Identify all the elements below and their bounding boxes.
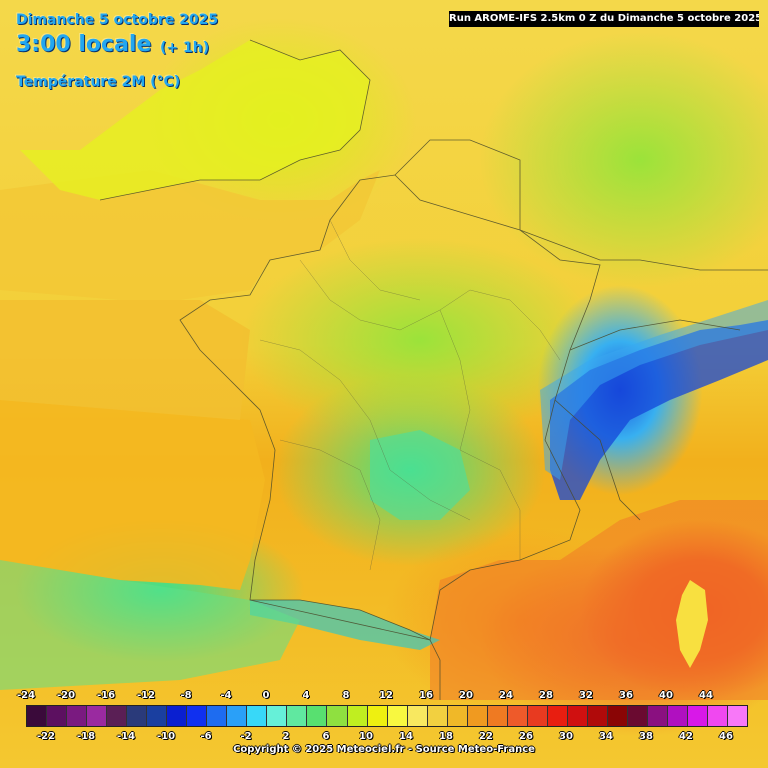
legend-swatch [427, 706, 448, 726]
legend-tick-bottom: 10 [359, 731, 373, 742]
legend-swatch [728, 706, 748, 726]
legend-swatch [67, 706, 88, 726]
legend-tick-top: -12 [136, 690, 156, 701]
legend-swatch [567, 706, 588, 726]
legend-tick-bottom: 6 [322, 731, 330, 742]
legend-tick-top: 32 [579, 690, 593, 701]
legend-tick-bottom: -18 [76, 731, 96, 742]
legend-swatch [207, 706, 228, 726]
legend-tick-bottom: 30 [559, 731, 573, 742]
legend-swatch [547, 706, 568, 726]
legend-tick-bottom: 2 [282, 731, 290, 742]
variable-label: Température 2M (°C) [16, 74, 181, 90]
legend-tick-top: -8 [180, 690, 192, 701]
legend-tick-bottom: 22 [479, 731, 493, 742]
legend-tick-top: -20 [56, 690, 76, 701]
legend-swatch [167, 706, 188, 726]
legend-swatch [87, 706, 108, 726]
mediterranean [430, 500, 768, 700]
legend-tick-bottom: 34 [599, 731, 613, 742]
regions [259, 219, 561, 571]
legend-tick-bottom: 42 [679, 731, 693, 742]
forecast-time: 3:00 locale [16, 32, 152, 57]
legend-swatch [668, 706, 689, 726]
legend-color-bar [26, 705, 748, 727]
legend-tick-bottom: 38 [639, 731, 653, 742]
legend-swatch [327, 706, 348, 726]
legend-swatch [688, 706, 709, 726]
legend-swatch [647, 706, 668, 726]
legend-swatch [127, 706, 148, 726]
legend-swatch [467, 706, 488, 726]
legend-tick-bottom: 26 [519, 731, 533, 742]
legend-swatch [147, 706, 168, 726]
legend-swatch [307, 706, 328, 726]
legend-swatch [527, 706, 548, 726]
legend-swatch [487, 706, 508, 726]
atlantic-west [0, 300, 250, 420]
legend-swatch [187, 706, 208, 726]
legend-swatch [387, 706, 408, 726]
legend-tick-top: 8 [342, 690, 350, 701]
legend-swatch [227, 706, 248, 726]
borders [99, 39, 768, 700]
legend-swatch [407, 706, 428, 726]
legend-tick-top: -4 [220, 690, 232, 701]
legend-tick-top: 44 [699, 690, 713, 701]
legend-tick-top: 12 [379, 690, 393, 701]
legend-swatch [367, 706, 388, 726]
legend-tick-top: -24 [16, 690, 36, 701]
legend-swatch [627, 706, 648, 726]
legend-tick-bottom: -2 [240, 731, 252, 742]
legend-tick-top: 28 [539, 690, 553, 701]
forecast-offset: (+ 1h) [160, 40, 210, 56]
copyright: Copyright © 2025 Meteociel.fr - Source M… [233, 744, 535, 755]
uk-outline [99, 39, 371, 201]
legend-tick-top: -16 [96, 690, 116, 701]
legend-swatch [347, 706, 368, 726]
border-belgium [394, 139, 521, 230]
legend-tick-bottom: -14 [116, 731, 136, 742]
legend-swatch [447, 706, 468, 726]
alps-fringe [540, 300, 768, 480]
legend-tick-bottom: -6 [200, 731, 212, 742]
english-channel [0, 170, 380, 300]
spain-north [0, 560, 300, 690]
legend-tick-bottom: -10 [156, 731, 176, 742]
legend-swatch [267, 706, 288, 726]
legend-tick-top: 4 [302, 690, 310, 701]
legend-tick-top: 0 [262, 690, 270, 701]
legend-swatch [47, 706, 68, 726]
border-germany [519, 229, 768, 271]
legend-tick-bottom: 14 [399, 731, 413, 742]
legend-tick-bottom: -22 [36, 731, 56, 742]
legend-tick-top: 36 [619, 690, 633, 701]
legend-tick-top: 24 [499, 690, 513, 701]
massif-central [370, 430, 470, 520]
legend-tick-bottom: 18 [439, 731, 453, 742]
legend-swatch [607, 706, 628, 726]
legend-tick-bottom: 46 [719, 731, 733, 742]
legend-swatch [107, 706, 128, 726]
run-info: Run AROME-IFS 2.5km 0 Z du Dimanche 5 oc… [449, 11, 759, 27]
legend-swatch [27, 706, 48, 726]
pyrenees [250, 600, 440, 650]
legend-swatch [708, 706, 729, 726]
legend-swatch [287, 706, 308, 726]
forecast-date: Dimanche 5 octobre 2025 [16, 12, 219, 28]
border-spain [249, 599, 441, 700]
bay-of-biscay [0, 400, 265, 590]
border-switzerland [569, 319, 741, 351]
legend-tick-top: 16 [419, 690, 433, 701]
great-britain [20, 40, 370, 200]
legend-swatch [587, 706, 608, 726]
legend-tick-top: 20 [459, 690, 473, 701]
legend-swatch [507, 706, 528, 726]
legend-swatch [247, 706, 268, 726]
border-italy [554, 399, 641, 521]
corsica [676, 580, 708, 668]
legend-tick-top: 40 [659, 690, 673, 701]
